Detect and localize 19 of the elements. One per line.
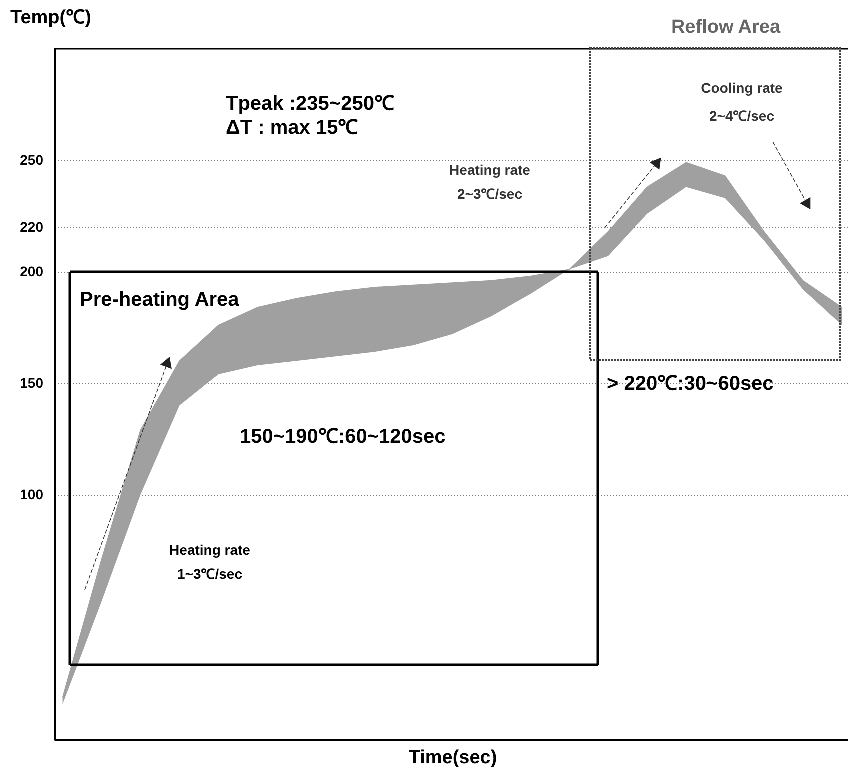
y-tick-label: 150 (20, 374, 44, 391)
annotation: Pre-heating Area (80, 289, 240, 311)
y-tick-label: 250 (20, 152, 44, 168)
annotation: Tpeak :235~250℃ (226, 93, 394, 115)
text: Reflow Area (671, 17, 781, 38)
y-tick-label: 200 (20, 263, 44, 280)
annotation: 1~3℃/sec (178, 566, 243, 582)
annotation: Heating rate (450, 162, 531, 178)
annotation: > 220℃:30~60sec (607, 373, 774, 395)
annotation: ΔT : max 15℃ (226, 117, 358, 139)
y-axis-title: Temp(℃) (10, 8, 92, 28)
y-tick-label: 220 (20, 218, 44, 235)
annotation: 2~3℃/sec (458, 186, 523, 202)
y-tick-label: 100 (20, 486, 44, 502)
annotation: 2~4℃/sec (710, 108, 775, 124)
annotation: 150~190℃:60~120sec (240, 426, 446, 448)
annotation: Cooling rate (701, 80, 784, 96)
x-axis-title: Time(sec) (408, 748, 498, 768)
annotation: Heating rate (170, 542, 251, 558)
